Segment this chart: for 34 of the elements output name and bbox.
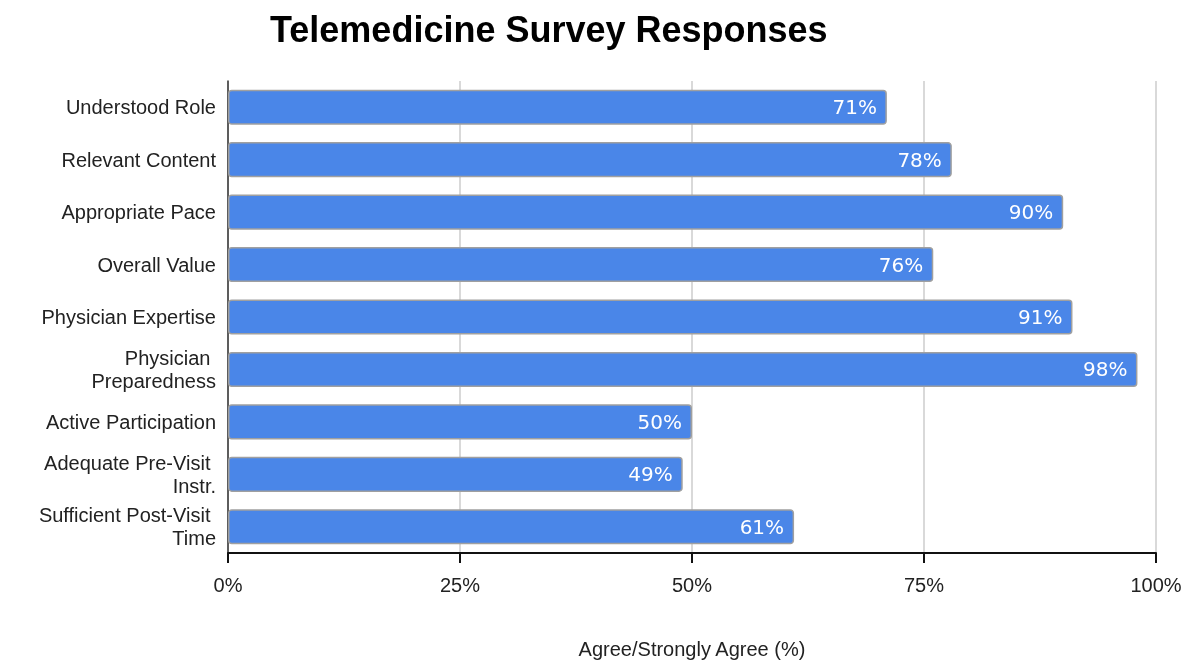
x-tick-label: 0% xyxy=(213,574,243,596)
bar xyxy=(228,142,952,178)
bar xyxy=(228,299,1073,335)
y-tick-label: Sufficient Post-Visit Time xyxy=(38,504,216,550)
data-label: 76% xyxy=(878,252,924,277)
bar xyxy=(228,509,795,545)
data-label: 78% xyxy=(897,147,942,172)
x-tick-label: 50% xyxy=(671,574,713,596)
x-tick-label: 100% xyxy=(1130,574,1182,596)
data-label: 61% xyxy=(739,514,785,539)
data-label: 71% xyxy=(832,95,877,120)
data-label: 49% xyxy=(628,462,673,487)
data-label: 98% xyxy=(1082,357,1128,382)
data-label: 91% xyxy=(1018,305,1063,329)
bar xyxy=(228,194,1064,230)
y-tick-label: Overall Value xyxy=(97,253,216,276)
data-label: 90% xyxy=(1008,200,1054,225)
y-tick-label: Relevant Content xyxy=(61,148,217,171)
data-label: 50% xyxy=(637,409,682,434)
y-tick-label: Active Participation xyxy=(45,410,216,433)
chart-title: Telemedicine Survey Responses xyxy=(270,8,828,50)
y-tick-label: Adequate Pre-Visit Instr. xyxy=(44,451,216,497)
bar xyxy=(228,351,1138,388)
x-tick-label: 75% xyxy=(903,574,945,596)
y-tick-label: Physician Expertise xyxy=(41,306,216,328)
y-tick-label: Understood Role xyxy=(65,96,216,119)
y-tick-label: Appropriate Pace xyxy=(61,201,216,224)
bar xyxy=(228,246,934,283)
x-tick-label: 25% xyxy=(439,574,481,596)
y-tick-label: Physician Preparedness xyxy=(91,346,216,392)
bar xyxy=(228,404,692,440)
bar xyxy=(228,456,683,492)
x-axis-title: Agree/Strongly Agree (%) xyxy=(578,638,806,660)
bar xyxy=(228,89,887,125)
